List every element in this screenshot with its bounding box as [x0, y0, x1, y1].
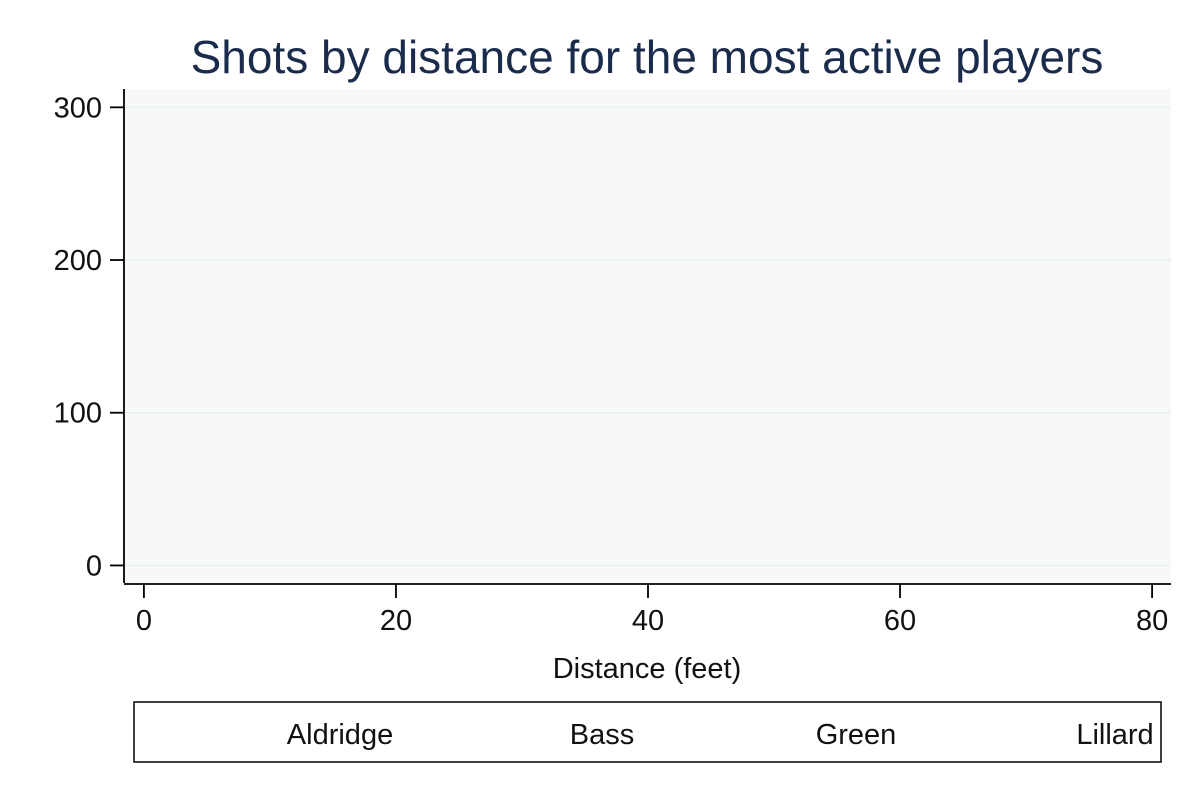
y-tick-label: 200: [54, 245, 102, 277]
legend-entry: Aldridge: [287, 719, 393, 751]
plot-area: [125, 89, 1171, 583]
legend-box: [133, 701, 1162, 763]
y-tick-label: 0: [86, 550, 102, 582]
y-tick-label: 100: [54, 398, 102, 430]
gridlines: [125, 106, 1171, 567]
x-tick-label: 80: [1136, 605, 1168, 637]
x-axis-label: Distance (feet): [553, 653, 742, 685]
legend-entry: Lillard: [1076, 719, 1153, 751]
x-tick-label: 20: [380, 605, 412, 637]
chart-title: Shots by distance for the most active pl…: [191, 31, 1104, 83]
x-tick-label: 60: [884, 605, 916, 637]
x-axis-ticks: 0 20 40 60 80: [136, 584, 1168, 637]
y-axis-ticks: 0 100 200 300: [54, 92, 124, 582]
legend-entry: Bass: [570, 719, 634, 751]
legend-entry: Green: [816, 719, 897, 751]
x-tick-label: 40: [632, 605, 664, 637]
y-tick-label: 300: [54, 92, 102, 124]
x-tick-label: 0: [136, 605, 152, 637]
legend: Aldridge Bass Green Lillard: [287, 719, 1154, 751]
